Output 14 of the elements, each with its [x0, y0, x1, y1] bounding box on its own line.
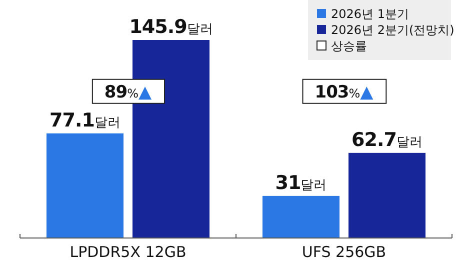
- data-label: 145.9달러: [129, 16, 213, 38]
- legend-label: 2026년 2분기(전망치): [331, 23, 454, 37]
- legend-label: 2026년 1분기: [331, 7, 409, 21]
- data-label: 62.7달러: [352, 128, 422, 151]
- annotation: 89%▲: [104, 82, 152, 102]
- data-label: 77.1달러: [50, 109, 120, 132]
- x-tick-label: LPDDR5X 12GB: [70, 243, 186, 261]
- x-tick-label: UFS 256GB: [302, 243, 386, 261]
- annotation: 103%▲: [314, 82, 374, 102]
- bar: [262, 196, 340, 238]
- bar: [348, 152, 426, 238]
- data-label: 31달러: [275, 172, 327, 194]
- annotation: 상승률: [331, 39, 367, 53]
- bar: [46, 133, 124, 238]
